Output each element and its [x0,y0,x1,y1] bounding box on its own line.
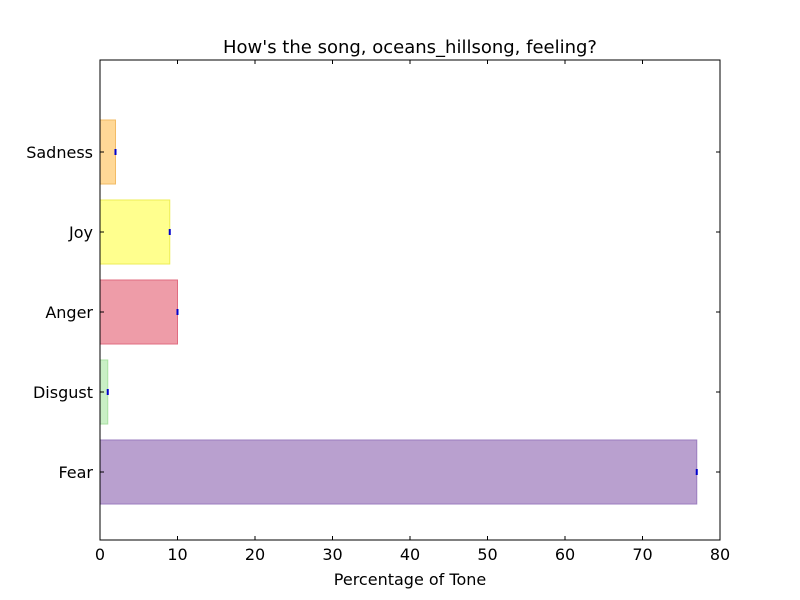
chart-title: How's the song, oceans_hillsong, feeling… [223,37,597,58]
ticks-group: Fear Disgust Anger Joy Sadness 0 10 20 30 40 50 60 7… [26,60,730,564]
plot-frame [99,59,721,541]
x-tick-label-40: 40 [400,545,420,564]
bars-group [99,119,698,505]
y-tick-label-fear: Fear [58,463,93,482]
y-tick-label-sadness: Sadness [26,143,93,162]
x-axis-label: Percentage of Tone [334,570,486,589]
x-tick-label-50: 50 [477,545,497,564]
bar-joy [99,199,171,265]
x-tick-label-30: 30 [322,545,342,564]
y-tick-label-disgust: Disgust [33,383,93,402]
x-tick-label-60: 60 [555,545,575,564]
x-tick-label-80: 80 [710,545,730,564]
y-tick-label-joy: Joy [68,223,93,242]
error-markers-group [106,149,698,475]
x-tick-label-10: 10 [167,545,187,564]
y-tick-label-anger: Anger [45,303,93,322]
bar-fear [99,439,698,505]
x-tick-label-70: 70 [632,545,652,564]
bar-anger [99,279,178,345]
x-tick-label-20: 20 [245,545,265,564]
x-tick-label-0: 0 [95,545,105,564]
